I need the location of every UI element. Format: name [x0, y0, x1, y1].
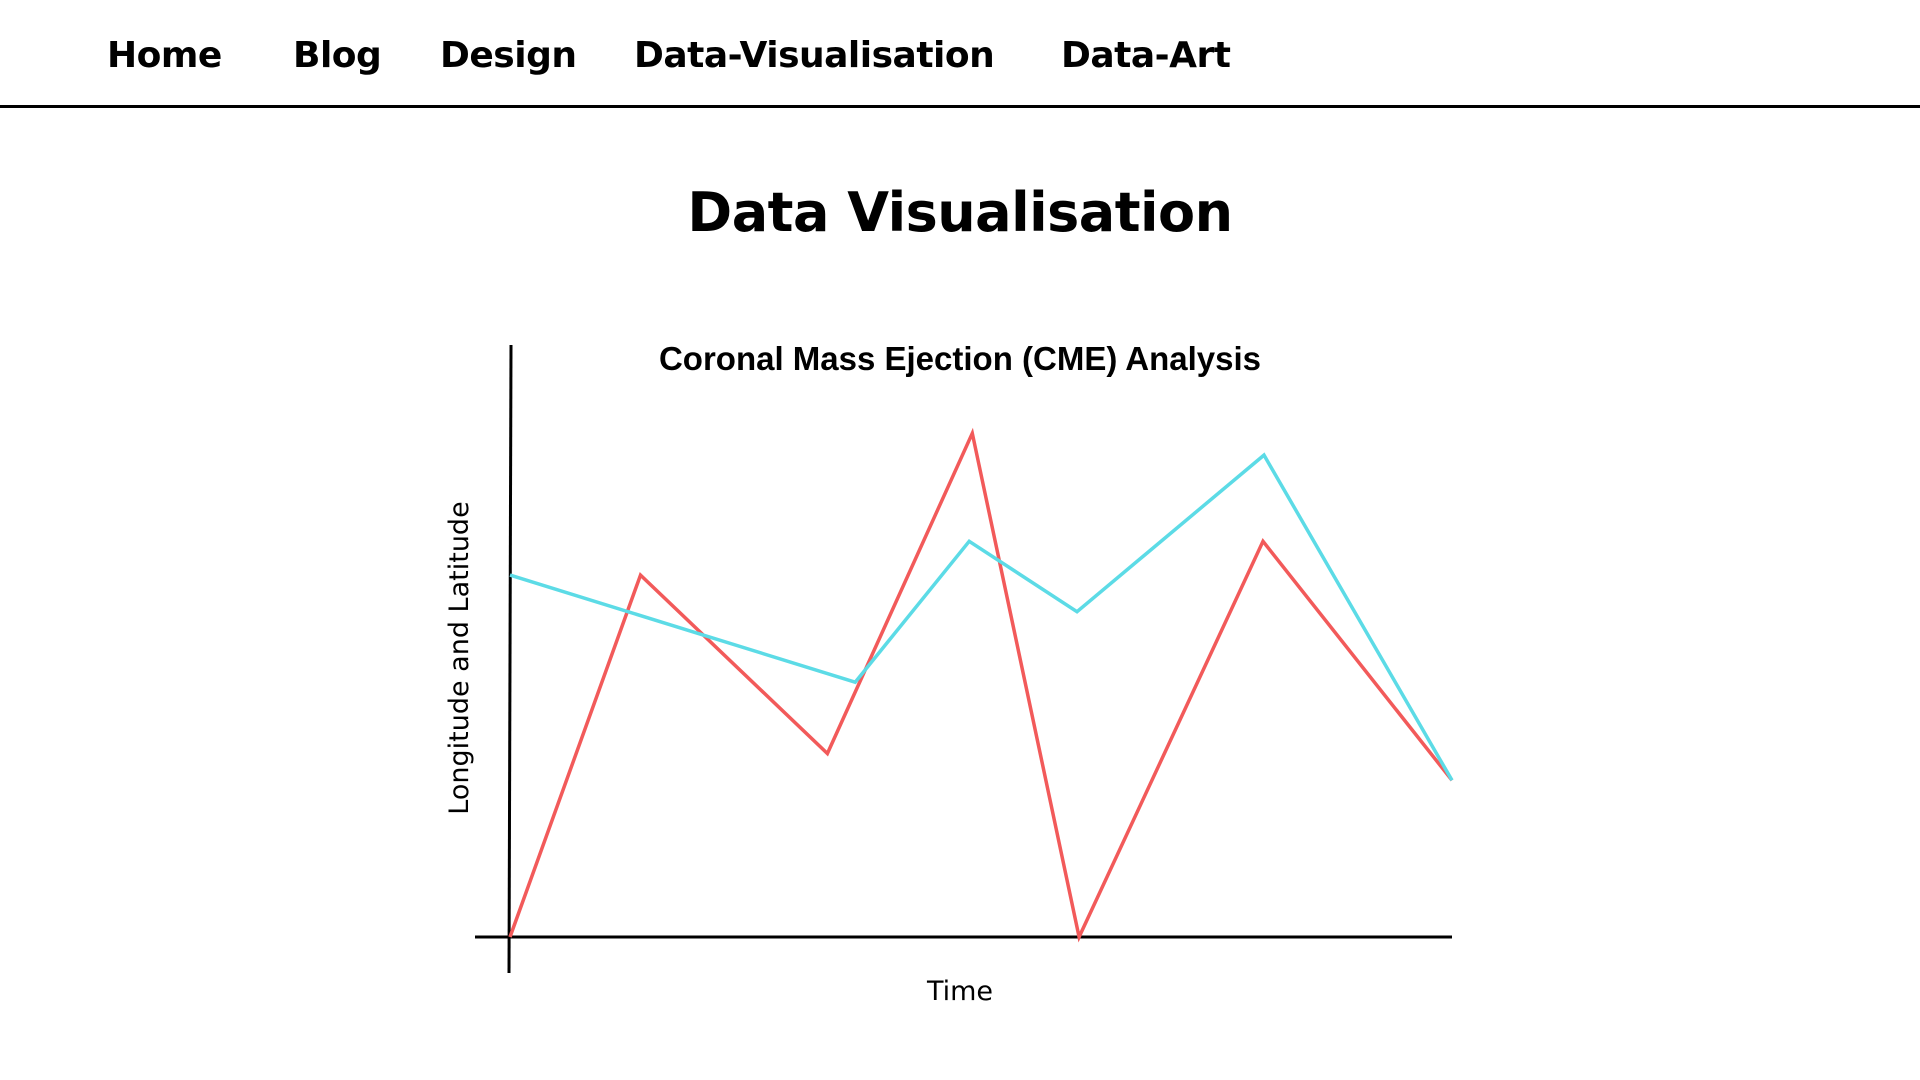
- nav-link-data-art[interactable]: Data-Art: [1061, 35, 1231, 76]
- y-axis-line: [507, 344, 513, 974]
- chart-title: Coronal Mass Ejection (CME) Analysis: [659, 340, 1261, 377]
- x-axis-label: Time: [926, 976, 993, 1007]
- nav-link-design[interactable]: Design: [440, 35, 577, 76]
- y-axis-label: Longitude and Latitude: [444, 501, 475, 814]
- series-layer: [508, 427, 1454, 943]
- nav-link-blog[interactable]: Blog: [293, 35, 382, 76]
- nav-link-home[interactable]: Home: [107, 35, 222, 76]
- page-title: Data Visualisation: [687, 181, 1233, 244]
- series-line-2: [509, 452, 1454, 782]
- series-line-1: [508, 427, 1454, 943]
- nav-link-data-visualisation[interactable]: Data-Visualisation: [634, 35, 995, 76]
- top-navigation-bar: Home Blog Design Data-Visualisation Data…: [0, 0, 1920, 108]
